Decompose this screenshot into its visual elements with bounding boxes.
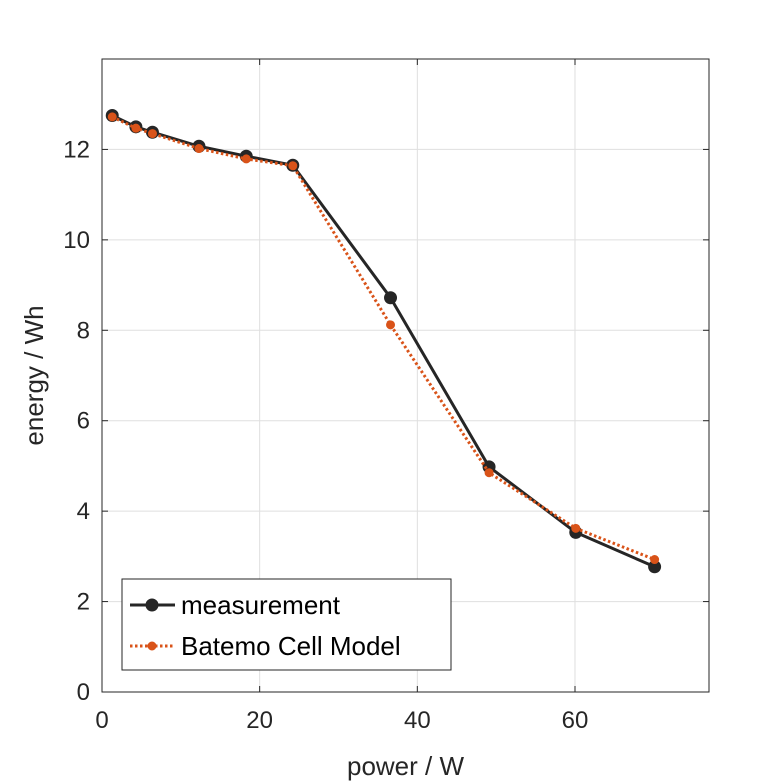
data-point-batemo-cell-model — [147, 129, 157, 139]
legend-marker-batemo-cell-model — [147, 641, 157, 651]
data-point-batemo-cell-model — [131, 123, 141, 133]
y-tick-label: 8 — [77, 317, 90, 344]
data-point-batemo-cell-model — [650, 555, 660, 565]
y-tick-label: 0 — [77, 679, 90, 706]
legend: measurement Batemo Cell Model — [121, 578, 452, 671]
x-tick-label: 20 — [246, 707, 273, 734]
series-line-batemo-cell-model — [111, 115, 656, 561]
x-tick-label: 60 — [562, 707, 589, 734]
data-point-batemo-cell-model — [194, 144, 204, 154]
data-point-measurement — [384, 291, 398, 305]
x-tick-label: 40 — [404, 707, 431, 734]
series — [105, 109, 662, 574]
plot-area-frame — [101, 58, 710, 693]
data-point-batemo-cell-model — [288, 161, 298, 171]
y-axis-label: energy / Wh — [19, 305, 49, 445]
y-tick-label: 2 — [77, 589, 90, 616]
legend-label-measurement: measurement — [181, 590, 341, 620]
data-point-batemo-cell-model — [241, 154, 251, 164]
x-tick-label: 0 — [95, 707, 108, 734]
legend-marker-measurement — [145, 598, 159, 612]
data-point-batemo-cell-model — [107, 112, 117, 122]
y-tick-label: 12 — [63, 136, 90, 163]
legend-box — [121, 578, 452, 671]
data-point-batemo-cell-model — [484, 468, 494, 478]
legend-label-batemo-cell-model: Batemo Cell Model — [181, 631, 401, 661]
series-line-measurement — [111, 114, 656, 569]
x-axis-label: power / W — [347, 751, 464, 781]
ticks: 0 20 40 60 0 2 4 6 8 10 12 — [63, 59, 709, 734]
y-tick-label: 4 — [77, 498, 90, 525]
y-tick-label: 10 — [63, 227, 90, 254]
data-point-batemo-cell-model — [386, 320, 396, 330]
data-point-batemo-cell-model — [571, 523, 581, 533]
y-tick-label: 6 — [77, 408, 90, 435]
